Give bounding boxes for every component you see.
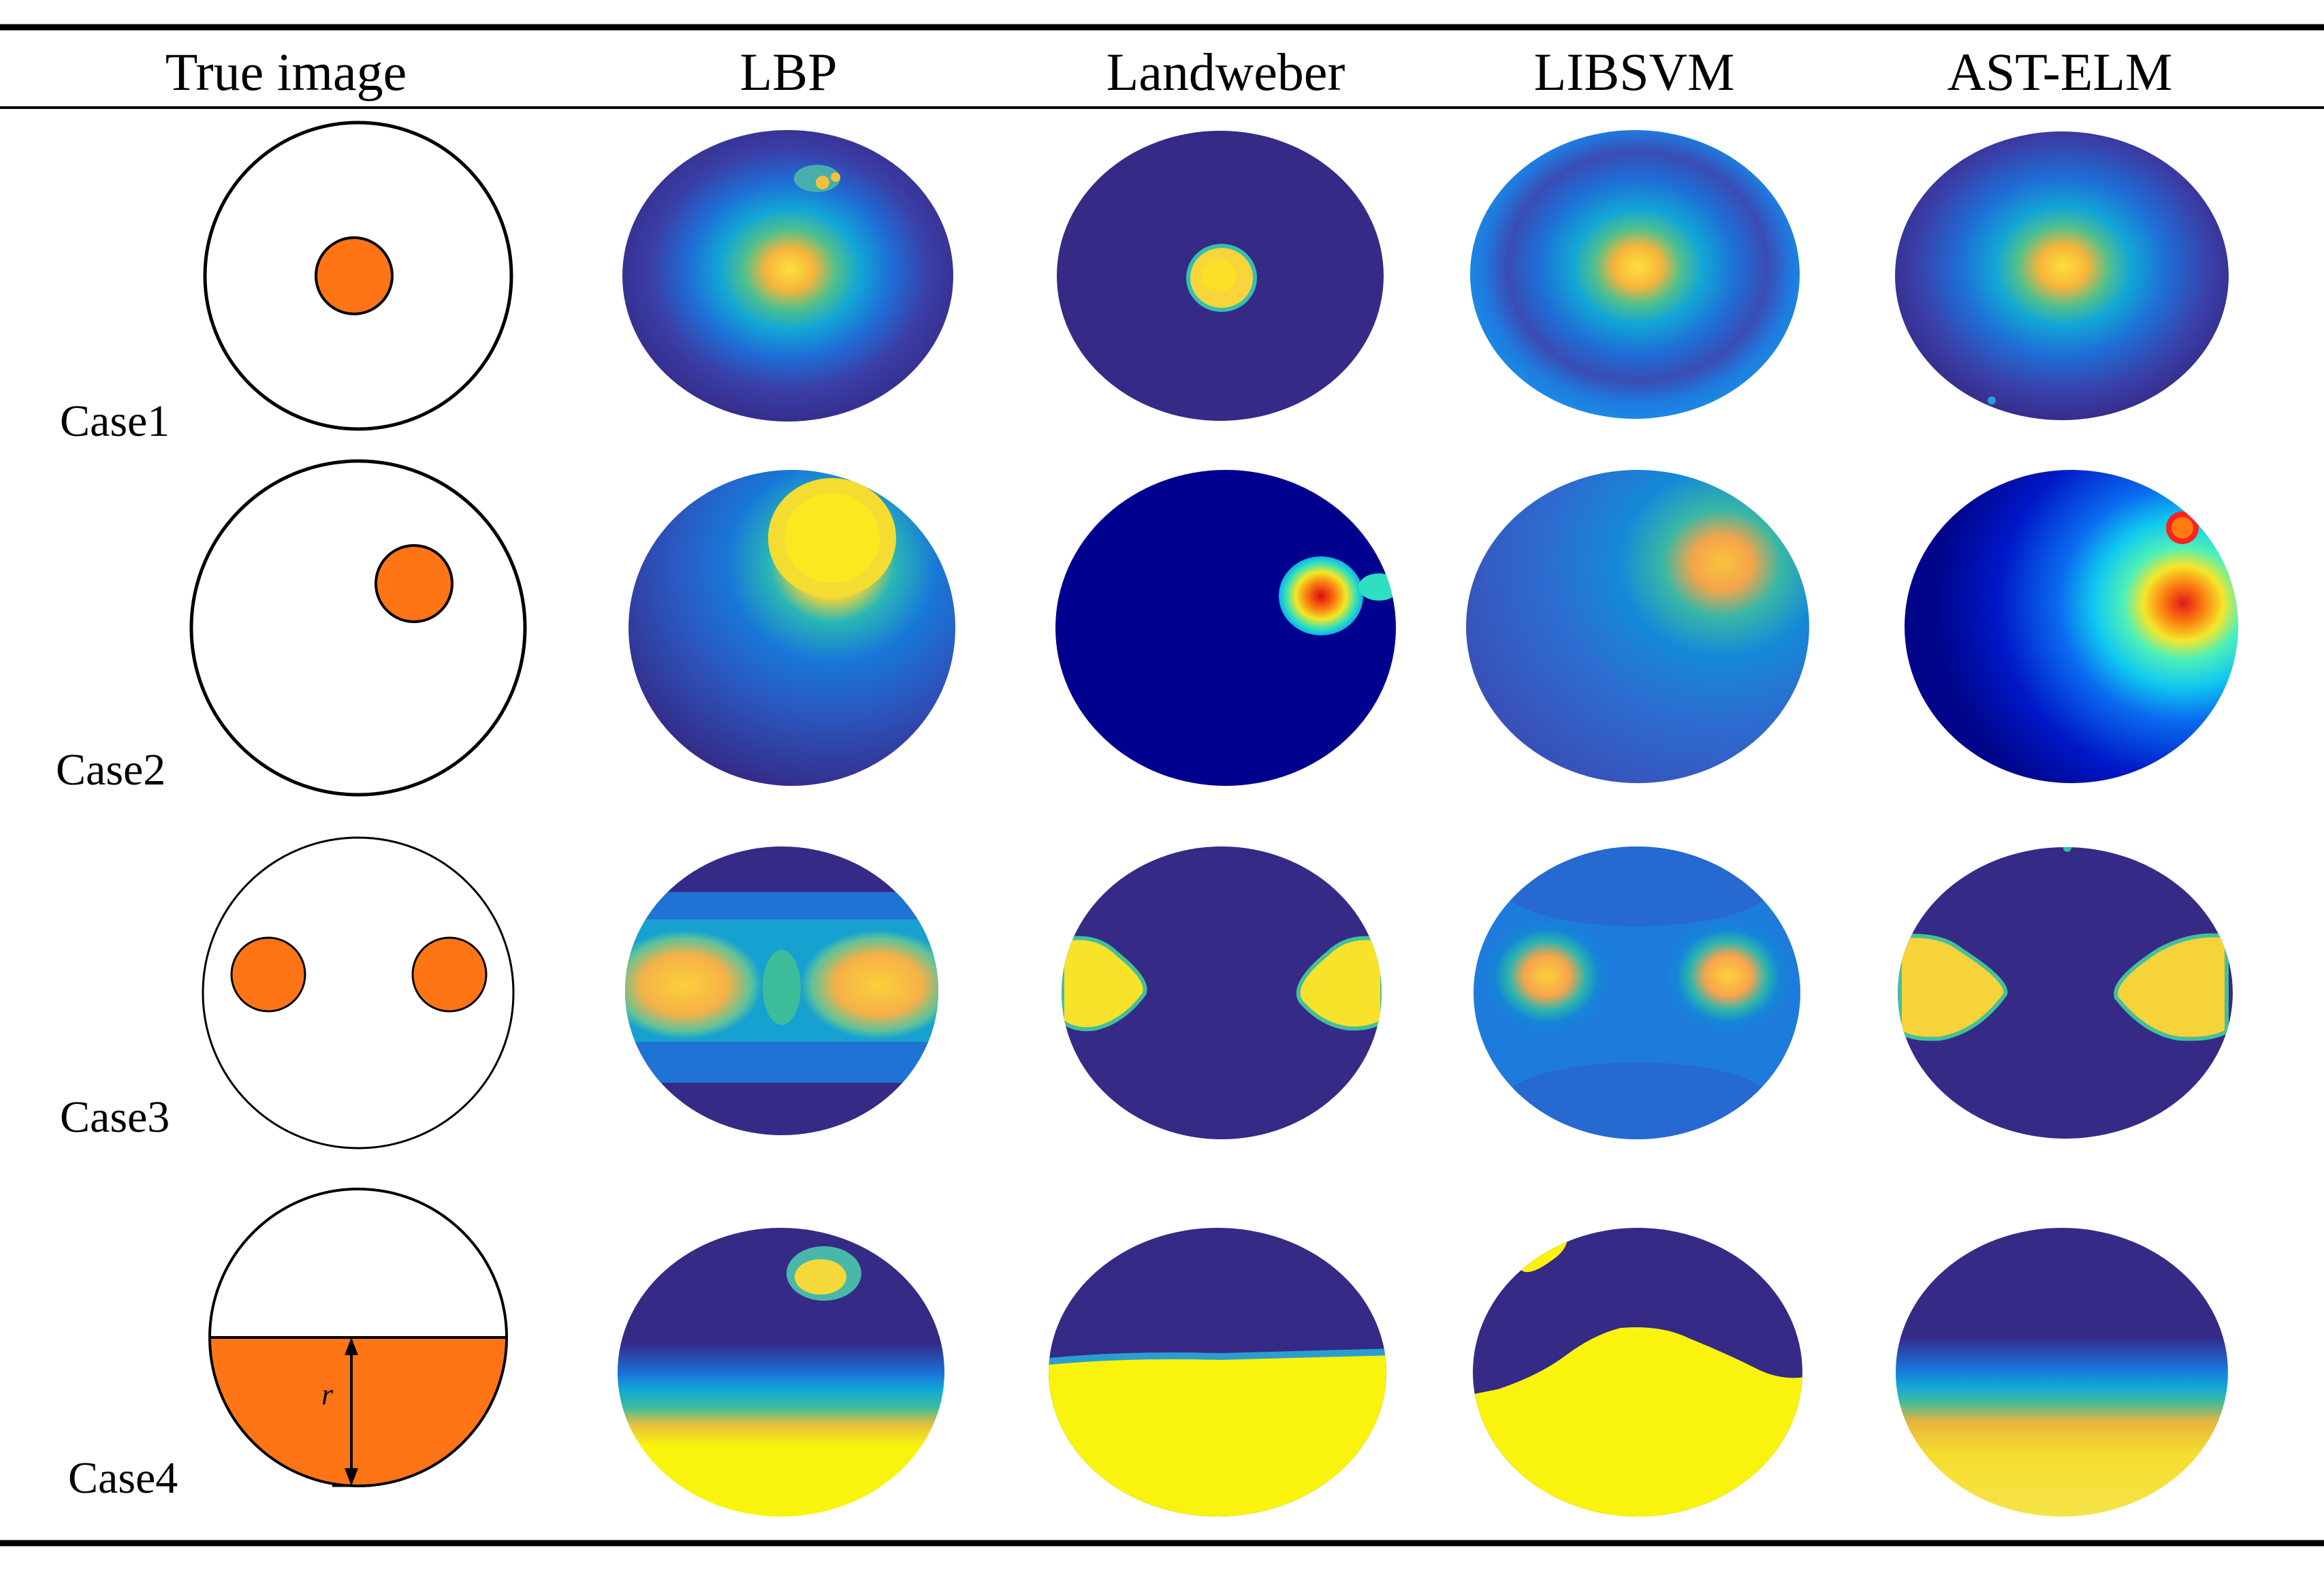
inclusion-right <box>411 936 488 1013</box>
landweber-map-case4 <box>1049 1228 1386 1517</box>
libsvm-map-case3 <box>1474 846 1800 1139</box>
inclusion-left <box>230 936 306 1013</box>
lower-phase <box>210 1337 507 1486</box>
libsvm-map-case4 <box>1473 1228 1802 1517</box>
row-case1 <box>203 121 2229 431</box>
lbp-map-case3 <box>625 846 938 1135</box>
row-case3 <box>202 836 2233 1150</box>
case-label-4: Case4 <box>68 1453 178 1503</box>
ast-elm-map-case3 <box>1898 847 2233 1139</box>
row-case2 <box>189 459 2238 797</box>
lbp-map-case2 <box>628 470 955 786</box>
row-case4: r <box>208 1188 2228 1517</box>
radius-label: r <box>321 1378 334 1411</box>
true-image-case4: r <box>208 1188 508 1487</box>
case-label-3: Case3 <box>60 1092 170 1142</box>
inclusion-offset <box>375 544 453 623</box>
landweber-map-case1 <box>1057 131 1384 421</box>
header-ast-elm: AST-ELM <box>1947 42 2173 101</box>
case-label-1: Case1 <box>60 396 170 446</box>
libsvm-map-case1 <box>1470 130 1800 419</box>
header-lbp: LBP <box>739 42 837 101</box>
table-header: True image LBP Landweber LIBSVM AST-ELM <box>165 42 2173 101</box>
true-image-case1 <box>203 121 513 431</box>
case-label-2: Case2 <box>56 745 165 795</box>
true-image-case2 <box>189 459 527 797</box>
header-libsvm: LIBSVM <box>1534 42 1735 101</box>
inclusion-center <box>315 236 394 315</box>
landweber-map-case3 <box>1062 846 1382 1139</box>
ast-elm-map-case1 <box>1895 131 2229 420</box>
landweber-map-case2 <box>1055 470 1396 786</box>
ast-elm-map-case4 <box>1896 1228 2228 1517</box>
header-true-image: True image <box>165 42 407 101</box>
true-image-case3 <box>202 836 515 1150</box>
ast-elm-map-case2 <box>1905 470 2238 783</box>
lbp-map-case1 <box>622 130 953 422</box>
libsvm-map-case2 <box>1466 470 1809 783</box>
header-landweber: Landweber <box>1107 42 1346 101</box>
lbp-map-case4 <box>618 1228 944 1517</box>
